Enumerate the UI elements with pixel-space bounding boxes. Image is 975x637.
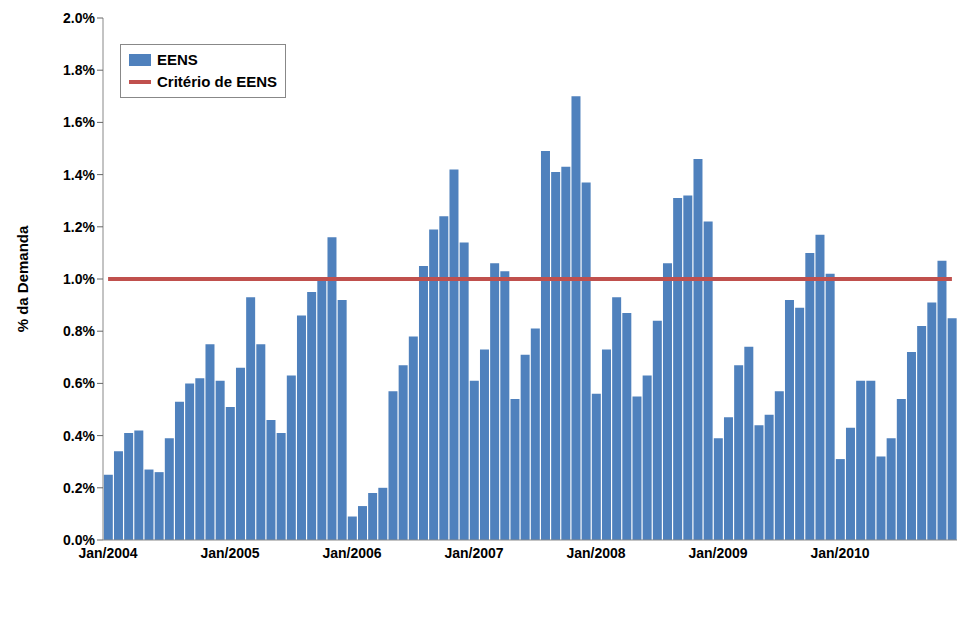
- svg-text:1.0%: 1.0%: [63, 271, 95, 287]
- svg-text:Jan/2008: Jan/2008: [566, 545, 625, 561]
- svg-text:0.4%: 0.4%: [63, 428, 95, 444]
- svg-text:1.4%: 1.4%: [63, 167, 95, 183]
- svg-text:Jan/2004: Jan/2004: [78, 544, 138, 561]
- svg-text:Jan/2009: Jan/2009: [688, 545, 747, 561]
- svg-text:0.6%: 0.6%: [63, 375, 95, 391]
- svg-text:0.2%: 0.2%: [63, 480, 95, 496]
- html-text:Critério de EENS: Critério de EENS: [157, 73, 277, 90]
- svg-text:2.0%: 2.0%: [63, 10, 95, 26]
- svg-text:0.0%: 0.0%: [63, 532, 95, 548]
- html-text:EENS: EENS: [157, 51, 198, 68]
- svg-text:1.6%: 1.6%: [63, 114, 95, 130]
- svg-text:Jan/2007: Jan/2007: [444, 545, 503, 561]
- svg-text:Jan/2010: Jan/2010: [810, 545, 869, 561]
- svg-text:1.8%: 1.8%: [63, 62, 95, 78]
- svg-text:Jan/2006: Jan/2006: [322, 545, 381, 561]
- svg-text:0.8%: 0.8%: [63, 323, 95, 339]
- svg-text:1.2%: 1.2%: [63, 219, 95, 235]
- svg-text:Jan/2005: Jan/2005: [200, 545, 259, 561]
- svg-text:% da Demanda: % da Demanda: [14, 225, 31, 332]
